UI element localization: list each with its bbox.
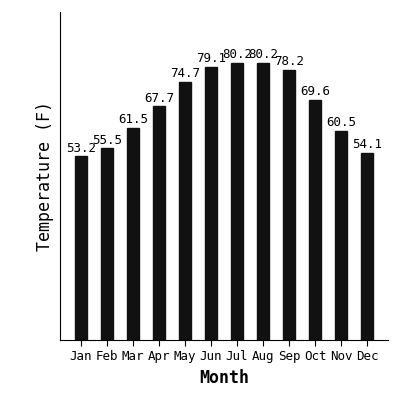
Text: 55.5: 55.5 [92,134,122,147]
Text: 61.5: 61.5 [118,113,148,126]
Bar [231,63,243,340]
X-axis label: Month: Month [199,369,249,387]
Bar [153,106,165,340]
Bar [179,82,191,340]
Text: 79.1: 79.1 [196,52,226,65]
Text: 80.2: 80.2 [222,48,252,61]
Bar [335,131,347,340]
Bar [257,63,269,340]
Text: 80.2: 80.2 [248,48,278,61]
Text: 60.5: 60.5 [326,116,356,129]
Bar [101,148,113,340]
Bar [127,128,139,340]
Text: 69.6: 69.6 [300,85,330,98]
Bar [361,153,373,340]
Text: 54.1: 54.1 [352,138,382,152]
Bar [309,100,321,340]
Y-axis label: Temperature (F): Temperature (F) [36,101,54,251]
Text: 78.2: 78.2 [274,55,304,68]
Bar [283,70,295,340]
Text: 67.7: 67.7 [144,92,174,104]
Text: 74.7: 74.7 [170,67,200,80]
Bar [75,156,87,340]
Bar [205,67,217,340]
Text: 53.2: 53.2 [66,142,96,154]
